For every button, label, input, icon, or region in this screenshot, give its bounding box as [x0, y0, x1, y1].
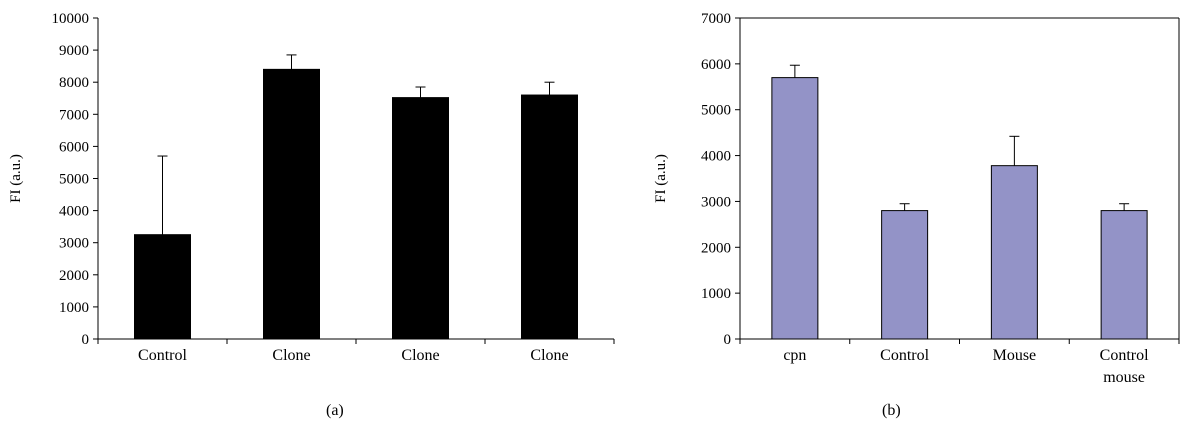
y-tick-label: 1000 — [701, 286, 731, 302]
chart-panel-b: 0 1000 2000 3000 4000 5000 6000 7000 FI (a.u.) cp… — [600, 0, 1182, 431]
y-tick-label: 7000 — [59, 107, 89, 123]
x-category-label: cpn — [783, 347, 806, 364]
x-category-label: Clone — [401, 347, 439, 364]
y-tick-label: 4000 — [59, 204, 89, 220]
y-tick-label: 6000 — [59, 139, 89, 155]
y-tick-label: 4000 — [701, 149, 731, 165]
y-tick-label: 5000 — [701, 103, 731, 119]
y-tick-label: 1000 — [59, 300, 89, 316]
x-category-label: Clone — [272, 347, 310, 364]
bar — [990, 165, 1038, 340]
y-tick-label: 10000 — [52, 11, 90, 27]
panel-label-a: (a) — [326, 402, 344, 419]
y-tick-label: 6000 — [701, 57, 731, 73]
bar — [134, 234, 191, 340]
y-axis-label: FI (a.u.) — [8, 154, 24, 203]
y-tick-label: 7000 — [701, 11, 731, 27]
bar — [263, 68, 320, 340]
x-category-label: Clone — [530, 347, 568, 364]
x-category-label: Control — [880, 347, 929, 364]
bar — [1100, 210, 1148, 340]
y-tick-label: 0 — [82, 332, 90, 348]
x-category-label: Mouse — [993, 347, 1037, 364]
y-tick-label: 2000 — [59, 268, 89, 284]
y-tick-label: 3000 — [701, 194, 731, 210]
bar-chart-a: 0 1000 2000 3000 4000 5000 6000 7000 8000 9000 100… — [8, 11, 615, 364]
bar — [881, 210, 929, 340]
x-category-label: Control — [1100, 347, 1149, 364]
chart-panel-a: 0 1000 2000 3000 4000 5000 6000 7000 8000 9000 100… — [8, 11, 615, 419]
y-tick-label: 8000 — [59, 75, 89, 91]
y-tick-label: 9000 — [59, 43, 89, 59]
bar — [771, 77, 819, 340]
panel-label-b: (b) — [882, 402, 901, 419]
y-tick-label: 3000 — [59, 236, 89, 252]
x-category-label: Control — [138, 347, 187, 364]
bar — [392, 97, 449, 340]
bar — [521, 94, 578, 340]
x-category-label: mouse — [1103, 369, 1145, 386]
y-tick-label: 2000 — [701, 240, 731, 256]
y-axis-label: FI (a.u.) — [653, 154, 669, 203]
y-tick-label: 0 — [724, 332, 732, 348]
y-tick-label: 5000 — [59, 172, 89, 188]
bar-chart-b: 0 1000 2000 3000 4000 5000 6000 7000 FI (a.u.) cp… — [653, 11, 1180, 386]
